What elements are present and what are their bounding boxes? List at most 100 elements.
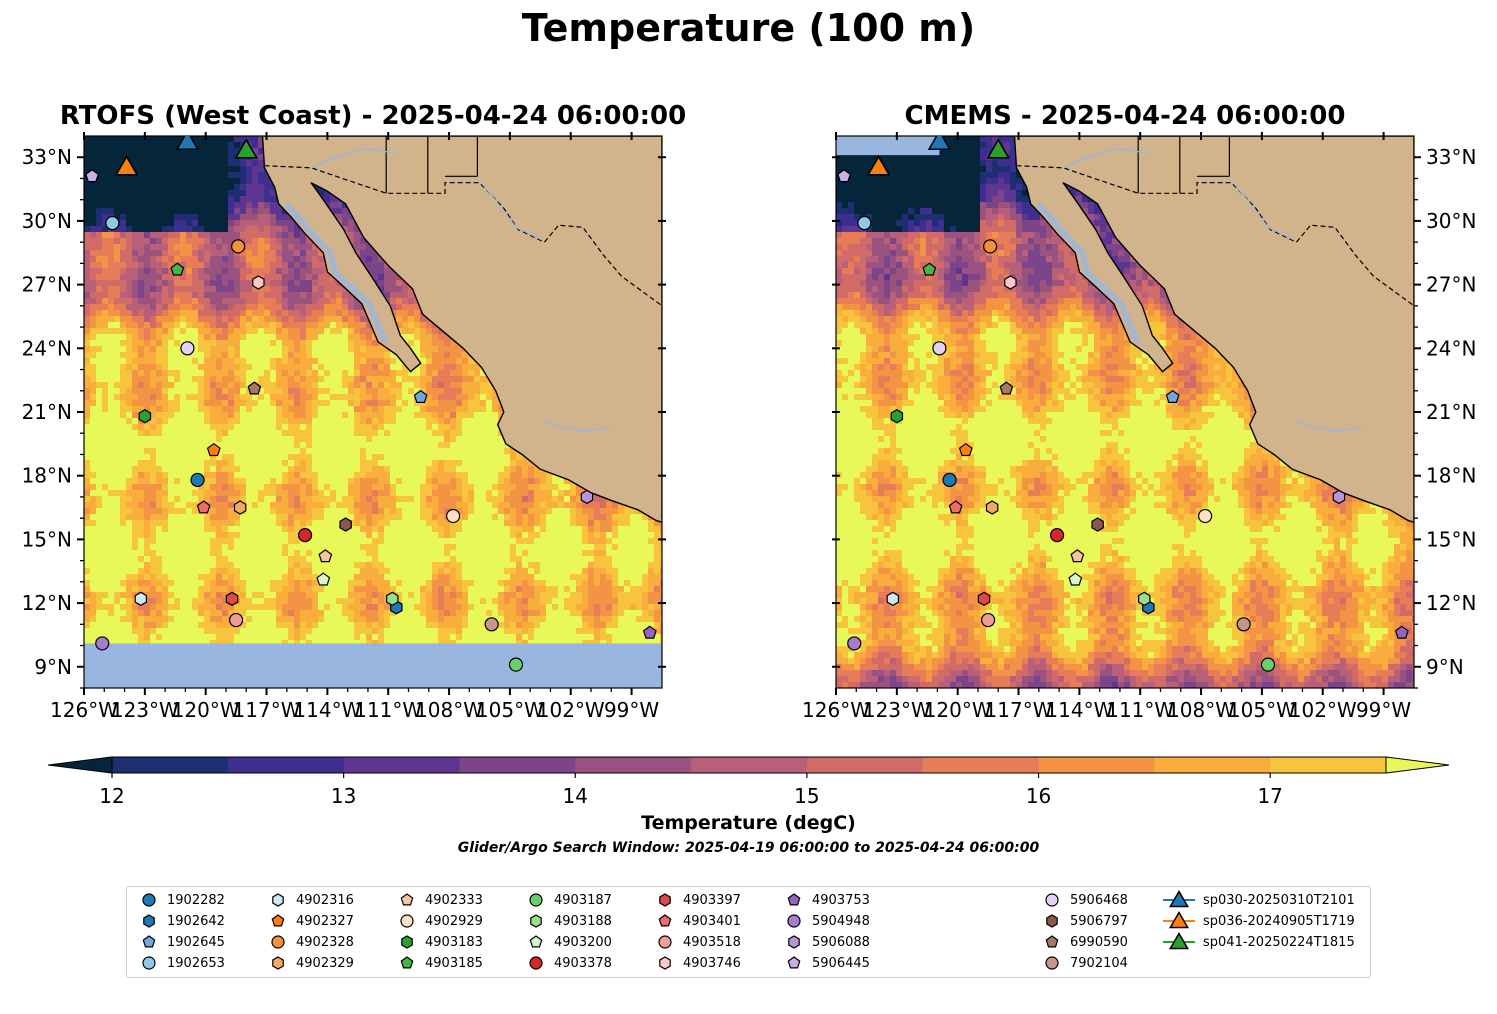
legend-marker-icon bbox=[658, 935, 672, 949]
rtofs-y-tick-label: 24°N bbox=[22, 336, 72, 360]
legend-platform-marker bbox=[401, 935, 413, 949]
legend-marker-icon bbox=[1046, 914, 1058, 928]
cmems-x-tick-label: 108°W bbox=[1167, 698, 1235, 722]
legend-platform-marker bbox=[272, 893, 284, 907]
legend-marker-icon bbox=[142, 956, 156, 970]
legend-label: 5906468 bbox=[1070, 892, 1128, 908]
cmems-y-tick-label: 27°N bbox=[1426, 273, 1476, 297]
rtofs-marker-4903401 bbox=[196, 500, 211, 514]
legend-item-4903378: 4903378 bbox=[524, 953, 612, 973]
legend-platform-marker bbox=[787, 956, 801, 969]
colorbar-tick-label: 14 bbox=[563, 784, 588, 808]
rtofs-marker-4903746 bbox=[252, 275, 265, 290]
colorbar-bin bbox=[575, 757, 692, 773]
legend-marker-icon bbox=[1163, 911, 1195, 929]
rtofs-platform-markers bbox=[85, 136, 657, 672]
cmems-x-tick-label: 120°W bbox=[924, 698, 992, 722]
legend-label: 4902327 bbox=[296, 913, 354, 929]
rtofs-marker-1902653 bbox=[105, 215, 120, 231]
rtofs-x-tick-label: 117°W bbox=[233, 698, 301, 722]
legend-item-4903200: 4903200 bbox=[524, 932, 612, 952]
rtofs-international-border bbox=[264, 165, 662, 307]
cmems-marker-4902328 bbox=[983, 239, 998, 254]
legend-item-6990590: 6990590 bbox=[1040, 932, 1128, 952]
legend-glider-marker bbox=[1168, 932, 1190, 950]
legend-marker-icon bbox=[1045, 956, 1059, 970]
legend-label: 4903185 bbox=[425, 955, 483, 971]
cmems-river bbox=[1062, 147, 1149, 169]
cmems-x-tick-label: 114°W bbox=[1045, 698, 1113, 722]
cmems-x-tick-label: 105°W bbox=[1228, 698, 1296, 722]
rtofs-river bbox=[480, 182, 543, 241]
cmems-marker-5906468 bbox=[932, 341, 947, 356]
legend-label: 5906445 bbox=[812, 955, 870, 971]
cmems-marker-4903378 bbox=[1049, 528, 1065, 543]
legend-label: 4902929 bbox=[425, 913, 483, 929]
cmems-marker-5906088 bbox=[1332, 489, 1346, 505]
rtofs-y-tick-label: 18°N bbox=[22, 464, 72, 488]
colorbar-bin bbox=[691, 757, 808, 773]
legend-label: 5904948 bbox=[812, 913, 870, 929]
legend-platform-marker bbox=[659, 956, 671, 970]
legend-item-4903746: 4903746 bbox=[653, 953, 741, 973]
rtofs-x-tick-label: 123°W bbox=[111, 698, 179, 722]
cmems-y-tick-label: 18°N bbox=[1426, 464, 1476, 488]
rtofs-y-tick-label: 33°N bbox=[22, 145, 72, 169]
legend-platform-marker bbox=[142, 893, 156, 907]
cmems-y-tick-label: 33°N bbox=[1426, 145, 1476, 169]
cmems-marker-4902316 bbox=[886, 591, 900, 606]
legend-label: 5906797 bbox=[1070, 913, 1128, 929]
colorbar-extend-high bbox=[1385, 756, 1450, 774]
rtofs-marker-4902329 bbox=[233, 500, 247, 515]
rtofs-y-tick-label: 15°N bbox=[22, 527, 72, 551]
legend-platform-marker bbox=[530, 914, 542, 928]
legend-item-1902645: 1902645 bbox=[137, 932, 225, 952]
rtofs-x-tick-label: 120°W bbox=[172, 698, 240, 722]
rtofs-y-tick-label: 12°N bbox=[22, 591, 72, 615]
cmems-x-tick-label: 126°W bbox=[802, 698, 870, 722]
rtofs-land-mexico bbox=[261, 136, 662, 524]
rtofs-marker-5906468 bbox=[180, 341, 195, 356]
legend-item-1902653: 1902653 bbox=[137, 953, 225, 973]
legend-label: 4903401 bbox=[683, 913, 741, 929]
cmems-marker-1902653 bbox=[857, 215, 872, 231]
colorbar-tick-label: 12 bbox=[99, 784, 124, 808]
cmems-y-tick-label: 15°N bbox=[1426, 527, 1476, 551]
cmems-x-tick-label: 102°W bbox=[1289, 698, 1357, 722]
legend-glider-marker bbox=[1168, 911, 1190, 929]
cmems-glider-sp036-20240905T1719 bbox=[866, 155, 891, 176]
legend-marker-icon bbox=[1045, 893, 1059, 907]
legend-glider-marker bbox=[1168, 890, 1190, 908]
colorbar-bin bbox=[1154, 757, 1271, 773]
colorbar-bin bbox=[343, 757, 460, 773]
legend-platform-marker bbox=[787, 914, 801, 928]
legend-platform-marker bbox=[271, 914, 285, 927]
rtofs-marker-1902282 bbox=[190, 472, 205, 488]
legend-marker-icon bbox=[529, 956, 543, 970]
cmems-land-mexico bbox=[1013, 136, 1414, 524]
legend-label: 4903200 bbox=[554, 934, 612, 950]
cmems-marker-4903746 bbox=[1004, 275, 1017, 290]
legend-platform-marker bbox=[529, 893, 543, 907]
legend-label: 1902282 bbox=[167, 892, 225, 908]
legend-platform-marker bbox=[1045, 956, 1059, 970]
colorbar-bin bbox=[1038, 757, 1155, 773]
rtofs-marker-4902327 bbox=[206, 442, 221, 457]
legend-platform-marker bbox=[271, 935, 285, 949]
cmems-marker-4902333 bbox=[1070, 549, 1085, 563]
cmems-marker-4903397 bbox=[977, 591, 991, 606]
cmems-marker-5906797 bbox=[1091, 517, 1104, 532]
rtofs-marker-4903378 bbox=[297, 528, 313, 543]
legend-label: 4903187 bbox=[554, 892, 612, 908]
legend-label: 7902104 bbox=[1070, 955, 1128, 971]
legend-marker-icon bbox=[787, 914, 801, 928]
legend-item-5906088: 5906088 bbox=[782, 932, 870, 952]
legend-label: 4903183 bbox=[425, 934, 483, 950]
legend-platform-marker bbox=[1045, 893, 1059, 907]
cmems-no-data-corner bbox=[836, 136, 940, 156]
legend-item-sp036-20240905T1719: sp036-20240905T1719 bbox=[1161, 911, 1355, 931]
cmems-y-tick-label: 9°N bbox=[1426, 655, 1464, 679]
rtofs-marker-4903397 bbox=[225, 591, 239, 606]
legend-platform-marker bbox=[143, 914, 155, 928]
cmems-marker-4902929 bbox=[1198, 508, 1213, 524]
